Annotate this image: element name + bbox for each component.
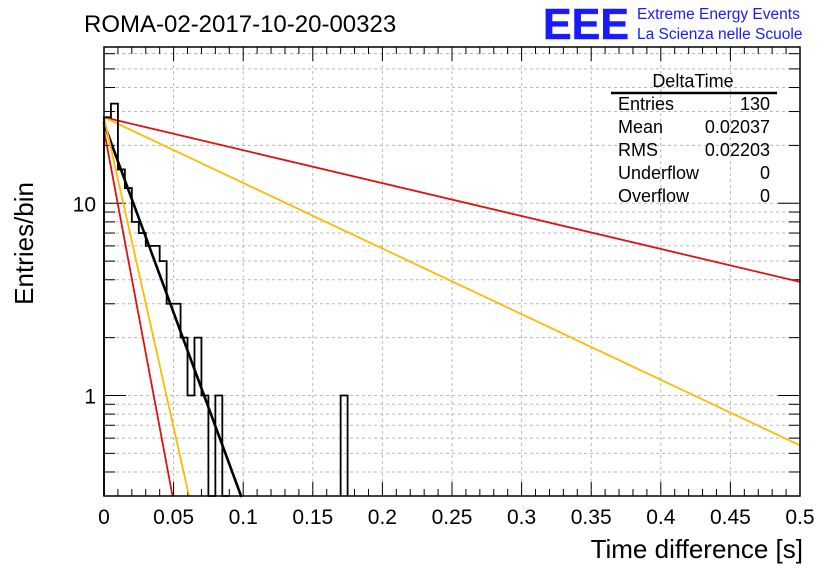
chart-title: ROMA-02-2017-10-20-00323 xyxy=(84,11,396,38)
x-tick-label: 0.4 xyxy=(646,506,676,529)
histogram-outline xyxy=(103,102,349,497)
x-tick-label: 0 xyxy=(98,506,110,529)
tick-labels: 0 0.05 0.1 0.15 0.2 0.25 0.3 0.35 0.4 0.45 0.5 1 10 xyxy=(73,193,815,529)
fit-line xyxy=(103,129,174,497)
x-tick-label: 0.5 xyxy=(785,506,814,529)
stats-value: 130 xyxy=(740,94,770,114)
stats-label: Mean xyxy=(618,117,663,137)
fit-curves xyxy=(102,116,801,498)
axis-ticks xyxy=(103,47,801,497)
fit-line xyxy=(103,116,190,497)
stats-label: Underflow xyxy=(618,163,700,183)
x-tick-label: 0.45 xyxy=(710,506,751,529)
stats-box: DeltaTime Entries 130 Mean 0.02037 RMS 0.0220… xyxy=(611,71,777,206)
x-tick-label: 0.25 xyxy=(432,506,473,529)
histogram xyxy=(103,102,349,497)
x-tick-label: 0.35 xyxy=(571,506,612,529)
x-tick-label: 0.05 xyxy=(153,506,194,529)
y-axis-label: Entries/bin xyxy=(9,182,39,305)
logo-line-2: La Scienza nelle Scuole xyxy=(637,26,802,43)
stats-value: 0 xyxy=(760,163,770,183)
stats-label: Overflow xyxy=(618,186,690,206)
stats-rows: Entries 130 Mean 0.02037 RMS 0.02203Underflow… xyxy=(618,94,770,206)
y-tick-label: 1 xyxy=(84,385,96,408)
stats-value: 0.02037 xyxy=(705,117,770,137)
stats-value: 0 xyxy=(760,186,770,206)
x-tick-label: 0.3 xyxy=(507,506,536,529)
eee-logo: EEE xyxy=(543,0,629,49)
x-tick-label: 0.1 xyxy=(229,506,258,529)
stats-label: RMS xyxy=(618,140,658,160)
x-tick-label: 0.15 xyxy=(292,506,333,529)
logo-line-1: Extreme Energy Events xyxy=(637,6,800,23)
fit-line xyxy=(103,116,801,283)
plot-frame xyxy=(103,46,801,497)
y-tick-label: 10 xyxy=(73,193,96,216)
fit-line xyxy=(103,116,801,447)
stats-title: DeltaTime xyxy=(652,71,733,91)
stats-value: 0.02203 xyxy=(705,140,770,160)
x-axis-label: Time difference [s] xyxy=(591,534,803,564)
fit-line xyxy=(102,122,243,498)
x-tick-label: 0.2 xyxy=(368,506,397,529)
stats-label: Entries xyxy=(618,94,674,114)
